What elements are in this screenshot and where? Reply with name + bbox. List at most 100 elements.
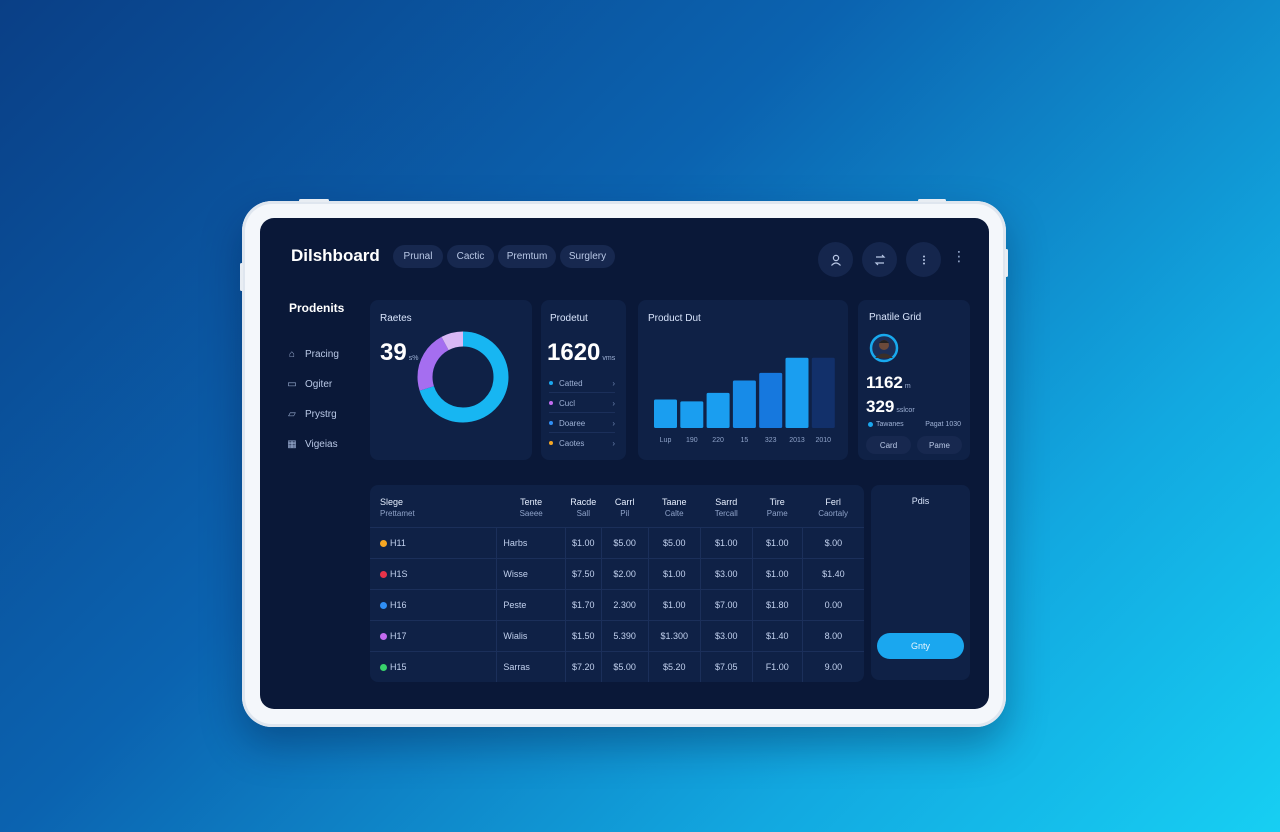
tab-2[interactable]: Cactic xyxy=(447,245,494,268)
table-cell: 8.00 xyxy=(801,620,864,652)
sidebar-item-3[interactable]: ▱ Prystrg xyxy=(287,409,337,420)
table-cell: $1.40 xyxy=(751,620,803,652)
product-legend-row[interactable]: Catted › xyxy=(549,374,615,393)
table-row[interactable]: H11 Harbs $1.00 $5.00 $5.00 $1.00 $1.00 … xyxy=(370,527,864,559)
x-tick-label: 323 xyxy=(765,437,777,444)
sidebar-item-label: Ogiter xyxy=(305,379,333,390)
sales-card-title: Raetes xyxy=(380,313,412,324)
tablet-side-button-left xyxy=(240,263,243,291)
product-value: 1620 vms xyxy=(547,339,615,367)
legend-dot xyxy=(549,421,553,425)
table-row[interactable]: H17 Wialis $1.50 5.390 $1.300 $3.00 $1.4… xyxy=(370,620,864,652)
table-cell: $.00 xyxy=(801,527,864,559)
donut-chart xyxy=(417,331,509,423)
table-cell: $1.00 xyxy=(751,558,803,590)
x-tick-label: 190 xyxy=(686,437,698,444)
column-header[interactable]: Carrl xyxy=(614,497,635,507)
profile-legend-right: Pagat 1030 xyxy=(925,421,961,428)
right-panel-title: Pdis xyxy=(911,496,930,506)
product-legend-row[interactable]: Cucl › xyxy=(549,394,615,413)
bar[interactable] xyxy=(654,399,677,429)
profile-card-title: Pnatile Grid xyxy=(869,312,922,323)
folder-icon: ▱ xyxy=(288,409,296,420)
dashboard-screen: Dilshboard Prunal Cactic Premtum Surgler… xyxy=(260,218,989,709)
tab-4[interactable]: Surglery xyxy=(560,245,615,268)
table-cell: 5.390 xyxy=(600,620,649,652)
right-panel: Pdis Gnty xyxy=(871,485,970,680)
table-cell: 9.00 xyxy=(801,651,864,682)
column-header[interactable]: Taane xyxy=(661,497,687,507)
tablet-top-button-right xyxy=(918,199,946,202)
table-cell: Sarras xyxy=(496,651,566,682)
table-row[interactable]: H1S Wisse $7.50 $2.00 $1.00 $3.00 $1.00 … xyxy=(370,558,864,590)
bar[interactable] xyxy=(811,357,835,428)
more-icon[interactable] xyxy=(906,242,941,277)
home-icon: ⌂ xyxy=(288,349,296,360)
table-cell-id: H11 xyxy=(370,527,497,559)
user-icon[interactable] xyxy=(818,242,853,277)
sidebar-item-label: Prystrg xyxy=(305,409,337,420)
column-header[interactable]: Tire xyxy=(769,497,785,507)
donut-slice xyxy=(417,331,509,423)
row-id: H16 xyxy=(390,600,407,610)
sidebar-item-4[interactable]: ▦ Vigeias xyxy=(287,439,337,450)
pame-button[interactable]: Pame xyxy=(917,436,962,454)
profile-legend-left-label: Tawanes xyxy=(876,421,904,428)
doc-icon: ▭ xyxy=(287,379,297,390)
bar-chart-card: Product Dut Lup 190 220 15 323 2013 2010 xyxy=(638,300,848,460)
row-id: H15 xyxy=(390,662,407,672)
product-legend-row[interactable]: Caotes › xyxy=(549,434,615,452)
sidebar-item-2[interactable]: ▭ Ogiter xyxy=(287,379,332,390)
avatar[interactable] xyxy=(869,333,899,363)
column-subheader: Calte xyxy=(664,509,684,518)
column-header[interactable]: Slege xyxy=(380,497,404,507)
bar[interactable] xyxy=(759,372,783,428)
table-row[interactable]: H16 Peste $1.70 2.300 $1.00 $7.00 $1.80 … xyxy=(370,589,864,621)
sidebar-item-label: Pracing xyxy=(305,349,339,360)
swap-icon[interactable] xyxy=(862,242,897,277)
status-dot xyxy=(380,571,387,579)
profile-number-1: 1162 xyxy=(866,373,903,392)
primary-action-button[interactable]: Gnty xyxy=(877,633,964,659)
app-title: Dilshboard xyxy=(291,246,380,265)
chevron-right-icon: › xyxy=(612,418,615,428)
column-header[interactable]: Tente xyxy=(520,497,543,507)
table-cell-id: H1S xyxy=(370,558,497,590)
product-card: Prodetut 1620 vms Catted › Cucl › Doaree … xyxy=(541,300,626,460)
sales-card: Raetes 39 s% xyxy=(370,300,532,460)
column-header[interactable]: Racde xyxy=(570,497,597,507)
legend-dot xyxy=(868,422,873,427)
column-subheader: Saeee xyxy=(519,509,543,518)
table-cell: Wialis xyxy=(496,620,566,652)
row-id: H17 xyxy=(390,631,407,641)
product-card-title: Prodetut xyxy=(550,313,588,324)
table-header-row: Slege Tente Racde Carrl Taane Sarrd Tire… xyxy=(370,485,864,507)
bar[interactable] xyxy=(680,401,704,428)
column-header[interactable]: Ferl xyxy=(825,497,841,507)
table-cell: $1.00 xyxy=(699,527,753,559)
status-dot xyxy=(380,602,387,610)
table-cell-id: H16 xyxy=(370,589,497,621)
tab-1[interactable]: Prunal xyxy=(393,245,443,268)
table-cell-id: H17 xyxy=(370,620,497,652)
sales-unit: s% xyxy=(408,355,419,362)
sidebar-item-1[interactable]: ⌂ Pracing xyxy=(287,349,339,360)
bar[interactable] xyxy=(706,392,730,428)
table-cell: $1.00 xyxy=(647,589,701,621)
table-cell: Harbs xyxy=(496,527,566,559)
profile-value-2: 329 sslcor xyxy=(866,397,915,417)
status-dot xyxy=(380,633,387,641)
tab-3[interactable]: Premtum xyxy=(498,245,556,268)
bar[interactable] xyxy=(785,357,809,428)
kebab-menu-icon[interactable]: ⋮ xyxy=(952,248,966,264)
card-button[interactable]: Card xyxy=(866,436,911,454)
column-header[interactable]: Sarrd xyxy=(715,497,738,507)
chevron-right-icon: › xyxy=(612,378,615,388)
bar[interactable] xyxy=(732,380,756,429)
table-cell: $1.40 xyxy=(801,558,864,590)
table-cell: $7.50 xyxy=(564,558,602,590)
table-cell: Wisse xyxy=(496,558,566,590)
table-row[interactable]: H15 Sarras $7.20 $5.00 $5.20 $7.05 F1.00… xyxy=(370,651,864,682)
legend-dot xyxy=(549,401,553,405)
product-legend-row[interactable]: Doaree › xyxy=(549,414,615,433)
